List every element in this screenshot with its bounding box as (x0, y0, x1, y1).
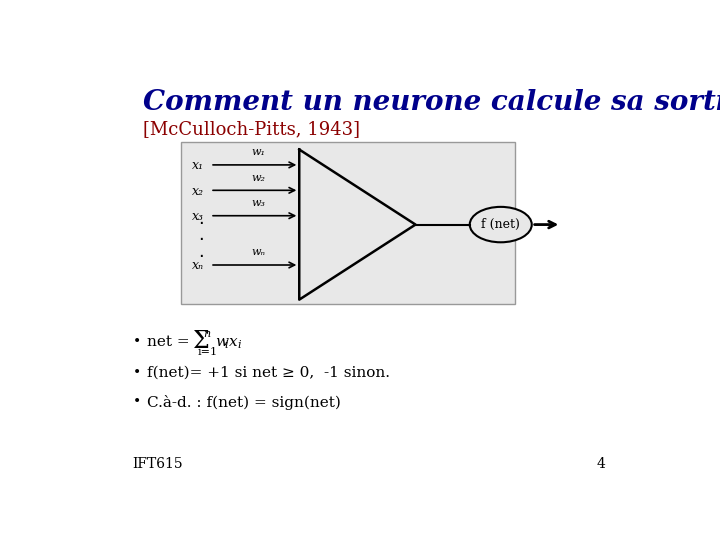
Text: IFT615: IFT615 (132, 457, 184, 471)
Text: x₂: x₂ (192, 185, 204, 198)
Text: i: i (224, 340, 228, 350)
Text: C.à-d. : f(net) = sign(net): C.à-d. : f(net) = sign(net) (147, 395, 341, 409)
Text: Comment un neurone calcule sa sortie ?: Comment un neurone calcule sa sortie ? (143, 90, 720, 117)
Text: w: w (215, 335, 228, 349)
Text: x: x (229, 335, 238, 349)
Text: f(net)= +1 si net ≥ 0,  -1 sinon.: f(net)= +1 si net ≥ 0, -1 sinon. (147, 366, 390, 380)
Text: w₂: w₂ (251, 173, 266, 183)
Text: x₁: x₁ (192, 159, 204, 172)
Text: wₙ: wₙ (251, 247, 266, 257)
Text: net =: net = (147, 335, 194, 349)
Text: •: • (132, 395, 141, 409)
Text: xₙ: xₙ (192, 259, 204, 272)
Ellipse shape (469, 207, 532, 242)
Text: n: n (203, 328, 210, 339)
Text: [McCulloch-Pitts, 1943]: [McCulloch-Pitts, 1943] (143, 120, 360, 138)
Text: 4: 4 (596, 457, 606, 471)
Text: •: • (132, 335, 141, 349)
Text: ·
·
·: · · · (198, 215, 204, 266)
Bar (181, 142, 515, 303)
Text: w₁: w₁ (251, 147, 266, 157)
Text: w₃: w₃ (251, 198, 266, 208)
Text: f (net): f (net) (481, 218, 520, 231)
Text: •: • (132, 366, 141, 380)
Text: Σ: Σ (193, 330, 210, 354)
Text: x₃: x₃ (192, 210, 204, 223)
Text: i=1: i=1 (198, 347, 218, 357)
Text: i: i (238, 340, 240, 350)
